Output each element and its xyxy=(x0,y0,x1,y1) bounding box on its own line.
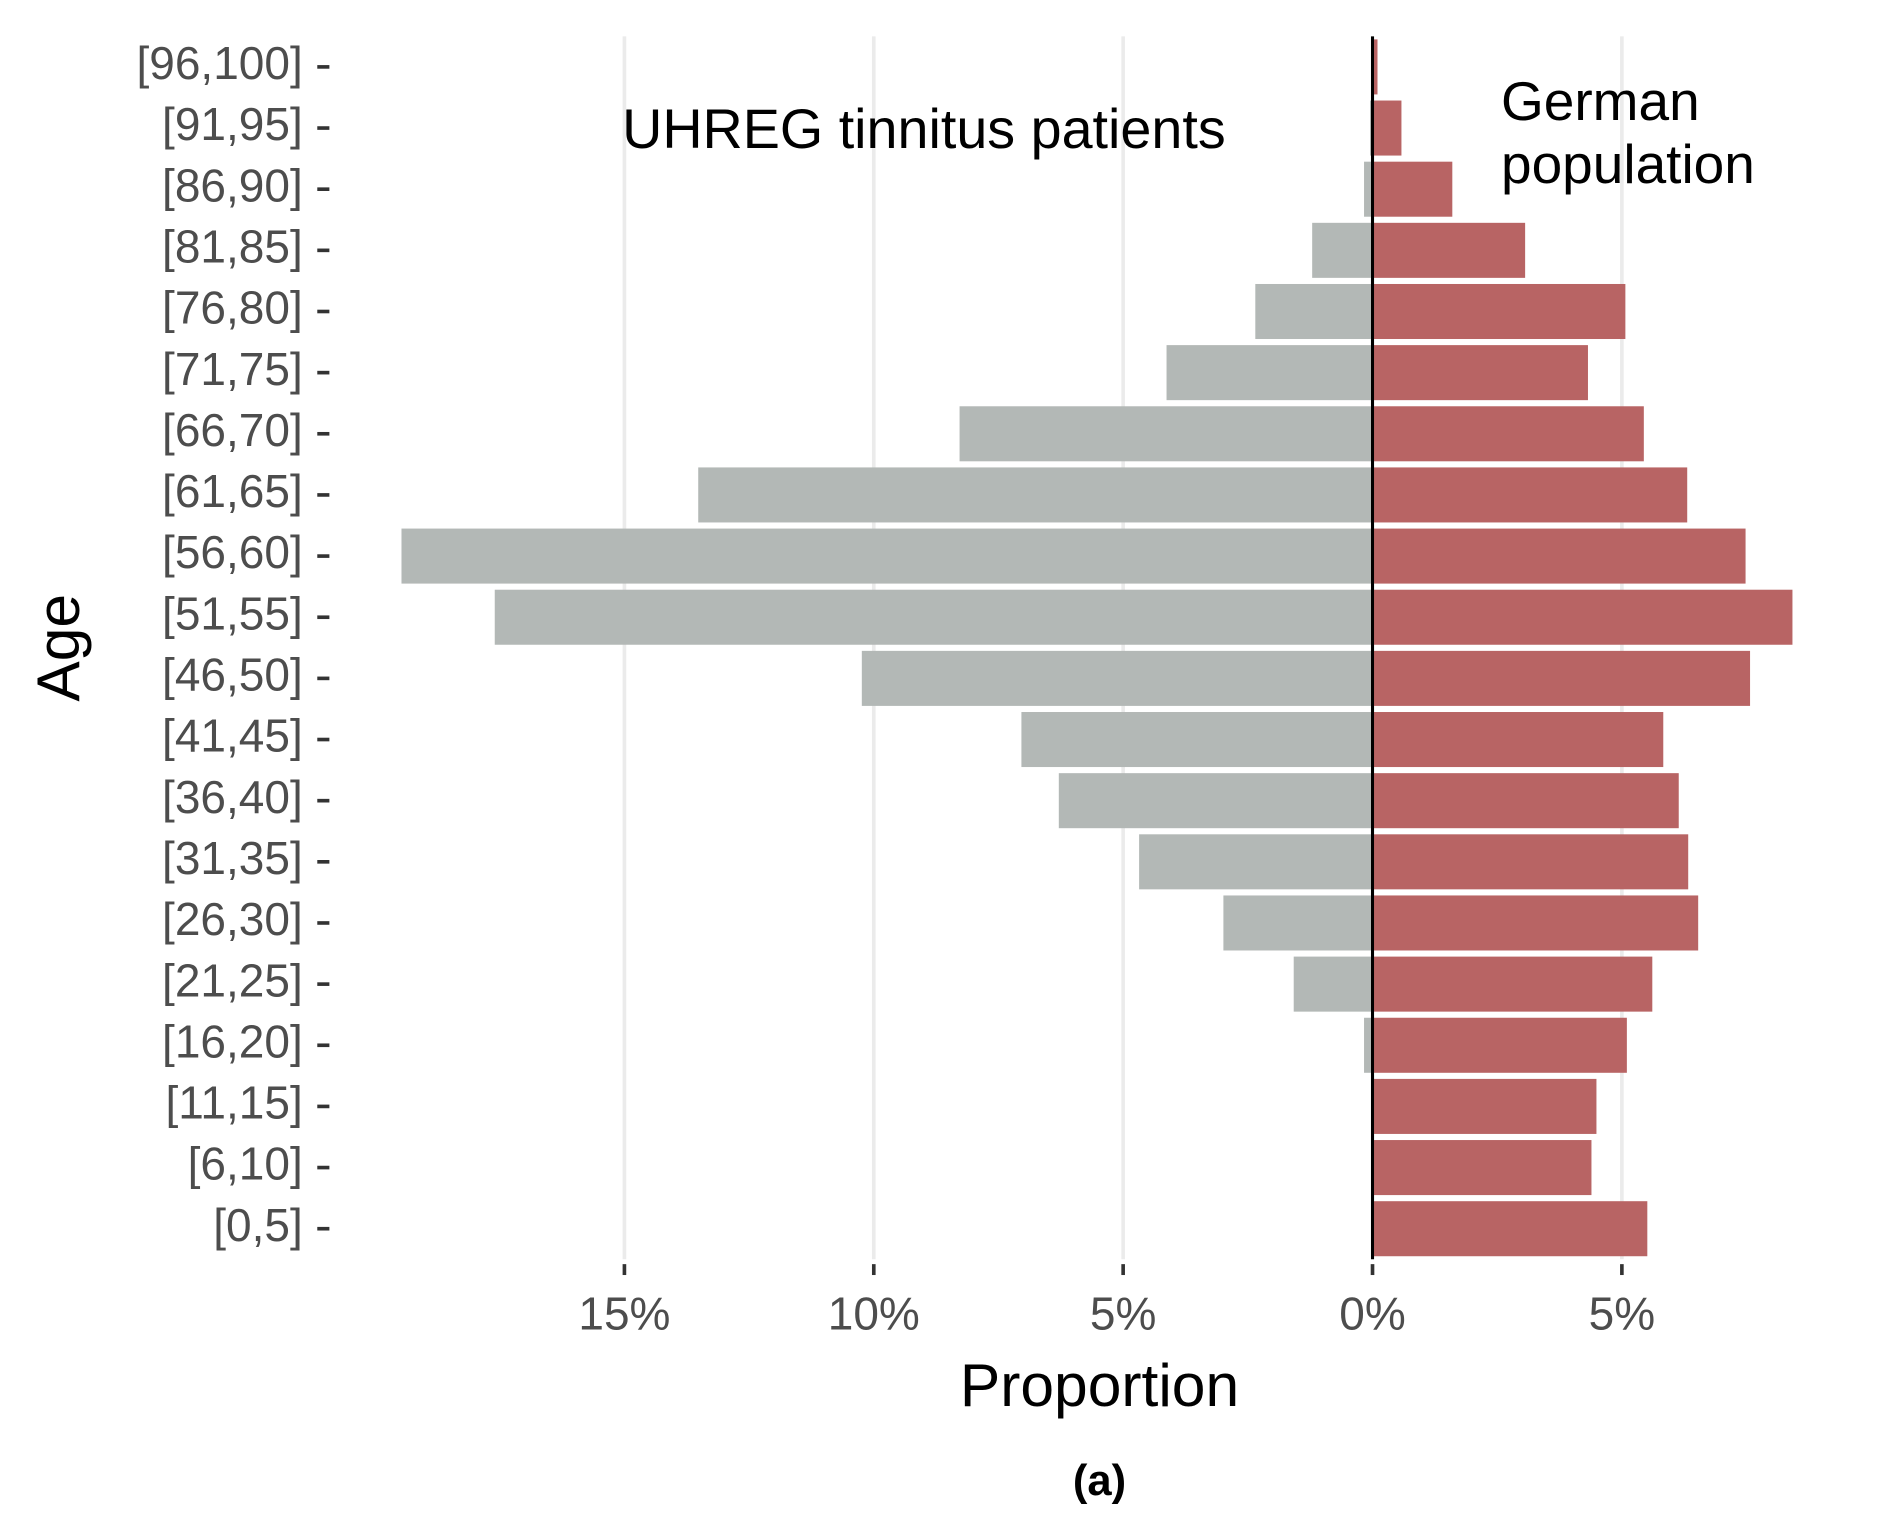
grid xyxy=(622,36,1624,1260)
bar xyxy=(1372,222,1526,278)
bar xyxy=(1372,712,1664,768)
bar xyxy=(401,528,1373,584)
bar xyxy=(1372,1140,1592,1196)
y-axis-title: Age xyxy=(24,594,92,702)
y-tick-label: [31,35] xyxy=(162,832,303,884)
bar xyxy=(1223,895,1373,951)
y-tick-label: [11,15] xyxy=(165,1077,302,1129)
y-tick-label: [76,80] xyxy=(162,282,303,334)
y-tick-label: [81,85] xyxy=(162,221,303,273)
bar xyxy=(494,589,1373,645)
y-tick-label: [51,55] xyxy=(162,587,303,639)
bar xyxy=(1255,283,1373,340)
bar xyxy=(1372,1078,1597,1134)
bar xyxy=(1364,161,1373,217)
bar xyxy=(1372,406,1644,462)
x-tick-label: 10% xyxy=(828,1288,920,1340)
bar xyxy=(1372,895,1699,951)
y-tick-label: [56,60] xyxy=(162,526,303,578)
y-tick-label: [21,25] xyxy=(162,954,303,1006)
y-tick-label: [71,75] xyxy=(162,343,303,395)
y-tick-label: [91,95] xyxy=(162,98,303,150)
y-tick-label: [26,30] xyxy=(162,893,303,945)
bar xyxy=(698,467,1373,523)
bar xyxy=(1293,956,1373,1012)
bar xyxy=(861,650,1373,706)
bar xyxy=(1372,100,1402,156)
series-label: German population xyxy=(1501,70,1755,195)
bar xyxy=(1021,712,1373,768)
bar xyxy=(1372,528,1746,584)
bar xyxy=(1372,1017,1627,1073)
bar xyxy=(1166,345,1373,401)
y-tick-label: [86,90] xyxy=(162,159,303,211)
y-tick-label: [96,100] xyxy=(136,37,302,89)
x-tick-label: 0% xyxy=(1339,1288,1405,1340)
bar xyxy=(1372,956,1653,1012)
axes: 15% 10% 5% 0% 5% [0,5] [6,10] [11,15] [16,20] [21… xyxy=(136,36,1655,1340)
bar xyxy=(1312,222,1373,278)
y-tick-label: [36,40] xyxy=(162,771,303,823)
bar xyxy=(1058,773,1373,829)
x-tick-label: 5% xyxy=(1090,1288,1156,1340)
y-tick-label: [6,10] xyxy=(188,1138,303,1190)
caption: (a) xyxy=(1073,1457,1126,1505)
y-tick-label: [0,5] xyxy=(213,1199,303,1251)
bar xyxy=(1372,467,1688,523)
bar xyxy=(1372,283,1626,340)
bar xyxy=(1372,773,1679,829)
bar xyxy=(1372,834,1689,890)
bar xyxy=(1364,1017,1373,1073)
bar xyxy=(1372,1201,1648,1257)
y-tick-label: [41,45] xyxy=(162,710,303,762)
bar xyxy=(959,406,1373,462)
y-tick-label: [61,65] xyxy=(162,465,303,517)
y-tick-label: [46,50] xyxy=(162,649,303,701)
x-tick-label: 15% xyxy=(578,1288,670,1340)
bar xyxy=(1139,834,1373,890)
bar xyxy=(1372,589,1793,645)
bar xyxy=(1372,161,1453,217)
bars xyxy=(401,39,1793,1257)
x-axis-title: Proportion xyxy=(960,1351,1239,1419)
y-tick-label: [66,70] xyxy=(162,404,303,456)
bar xyxy=(1372,39,1378,95)
bar xyxy=(1372,650,1751,706)
bar xyxy=(1372,345,1588,401)
series-label: UHREG tinnitus patients xyxy=(622,98,1226,160)
y-tick-label: [16,20] xyxy=(162,1015,303,1067)
x-tick-label: 5% xyxy=(1589,1288,1655,1340)
